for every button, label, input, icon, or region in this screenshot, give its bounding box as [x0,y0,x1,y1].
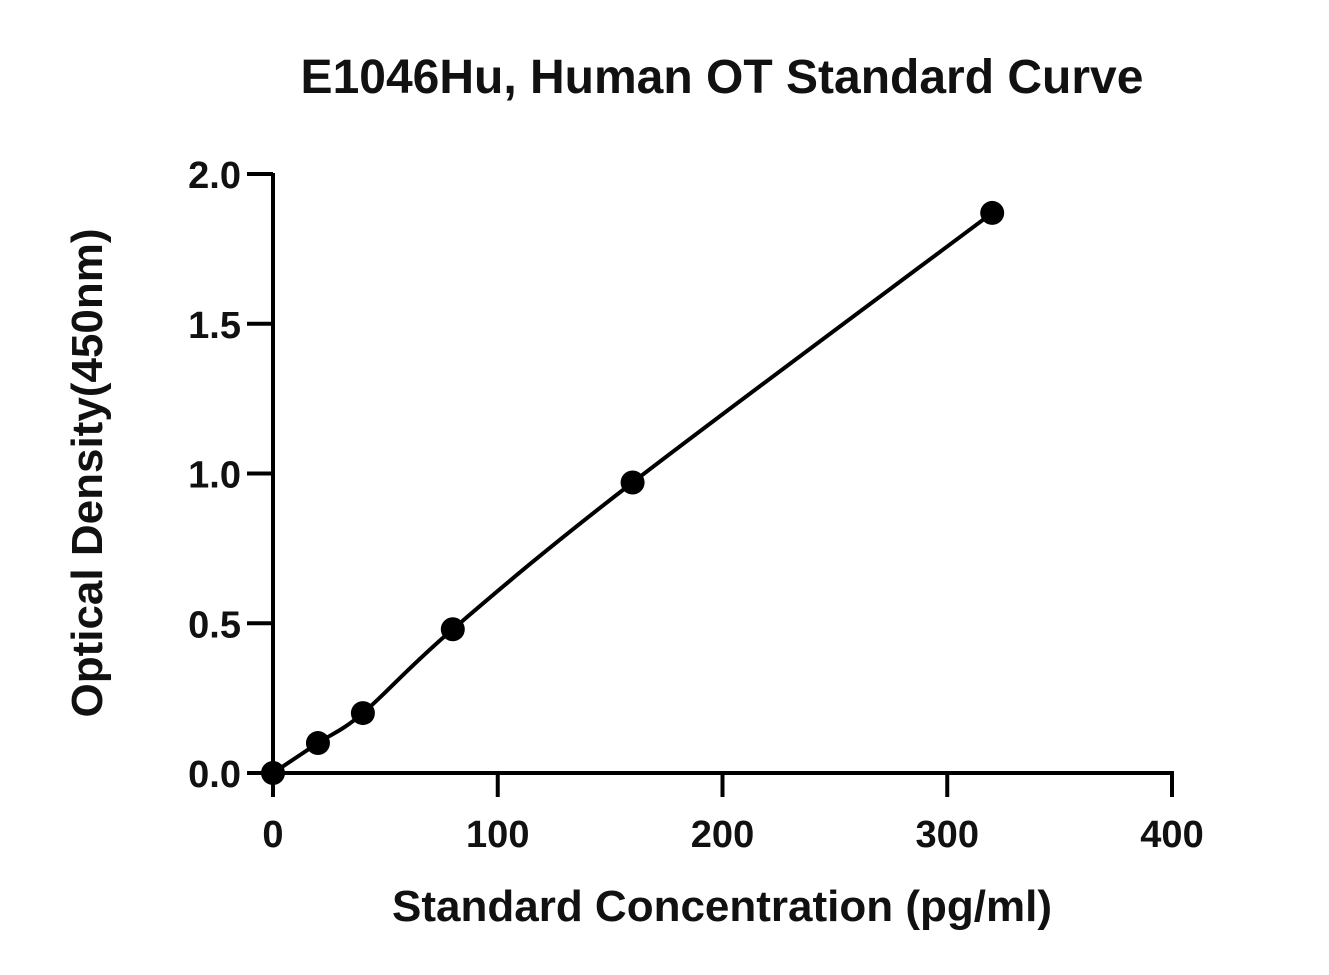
x-tick-label: 100 [466,814,529,856]
y-tick-label: 0.0 [188,754,241,796]
data-point [980,200,1005,225]
data-point [620,470,645,495]
chart-title: E1046Hu, Human OT Standard Curve [301,51,1144,104]
plot-area: 0 100 200 300 400 0.0 0.5 1.0 1.5 2.0 [188,155,1204,856]
data-points [261,200,1005,785]
data-point [261,761,285,785]
x-axis-ticks: 0 100 200 300 400 [262,773,1204,856]
x-tick-label: 200 [691,814,754,856]
y-tick-label: 0.5 [188,604,241,646]
data-point [305,731,330,756]
x-tick-label: 300 [916,814,979,856]
data-point [440,617,465,642]
y-axis-label: Optical Density(450nm) [63,228,112,717]
y-axis-ticks: 0.0 0.5 1.0 1.5 2.0 [188,155,273,796]
y-tick-label: 2.0 [188,155,241,197]
y-tick-label: 1.5 [188,305,241,347]
y-tick-label: 1.0 [188,455,241,497]
data-point [350,701,375,726]
x-tick-label: 0 [262,814,283,856]
x-axis-label: Standard Concentration (pg/ml) [392,882,1052,931]
x-tick-label: 400 [1140,814,1203,856]
